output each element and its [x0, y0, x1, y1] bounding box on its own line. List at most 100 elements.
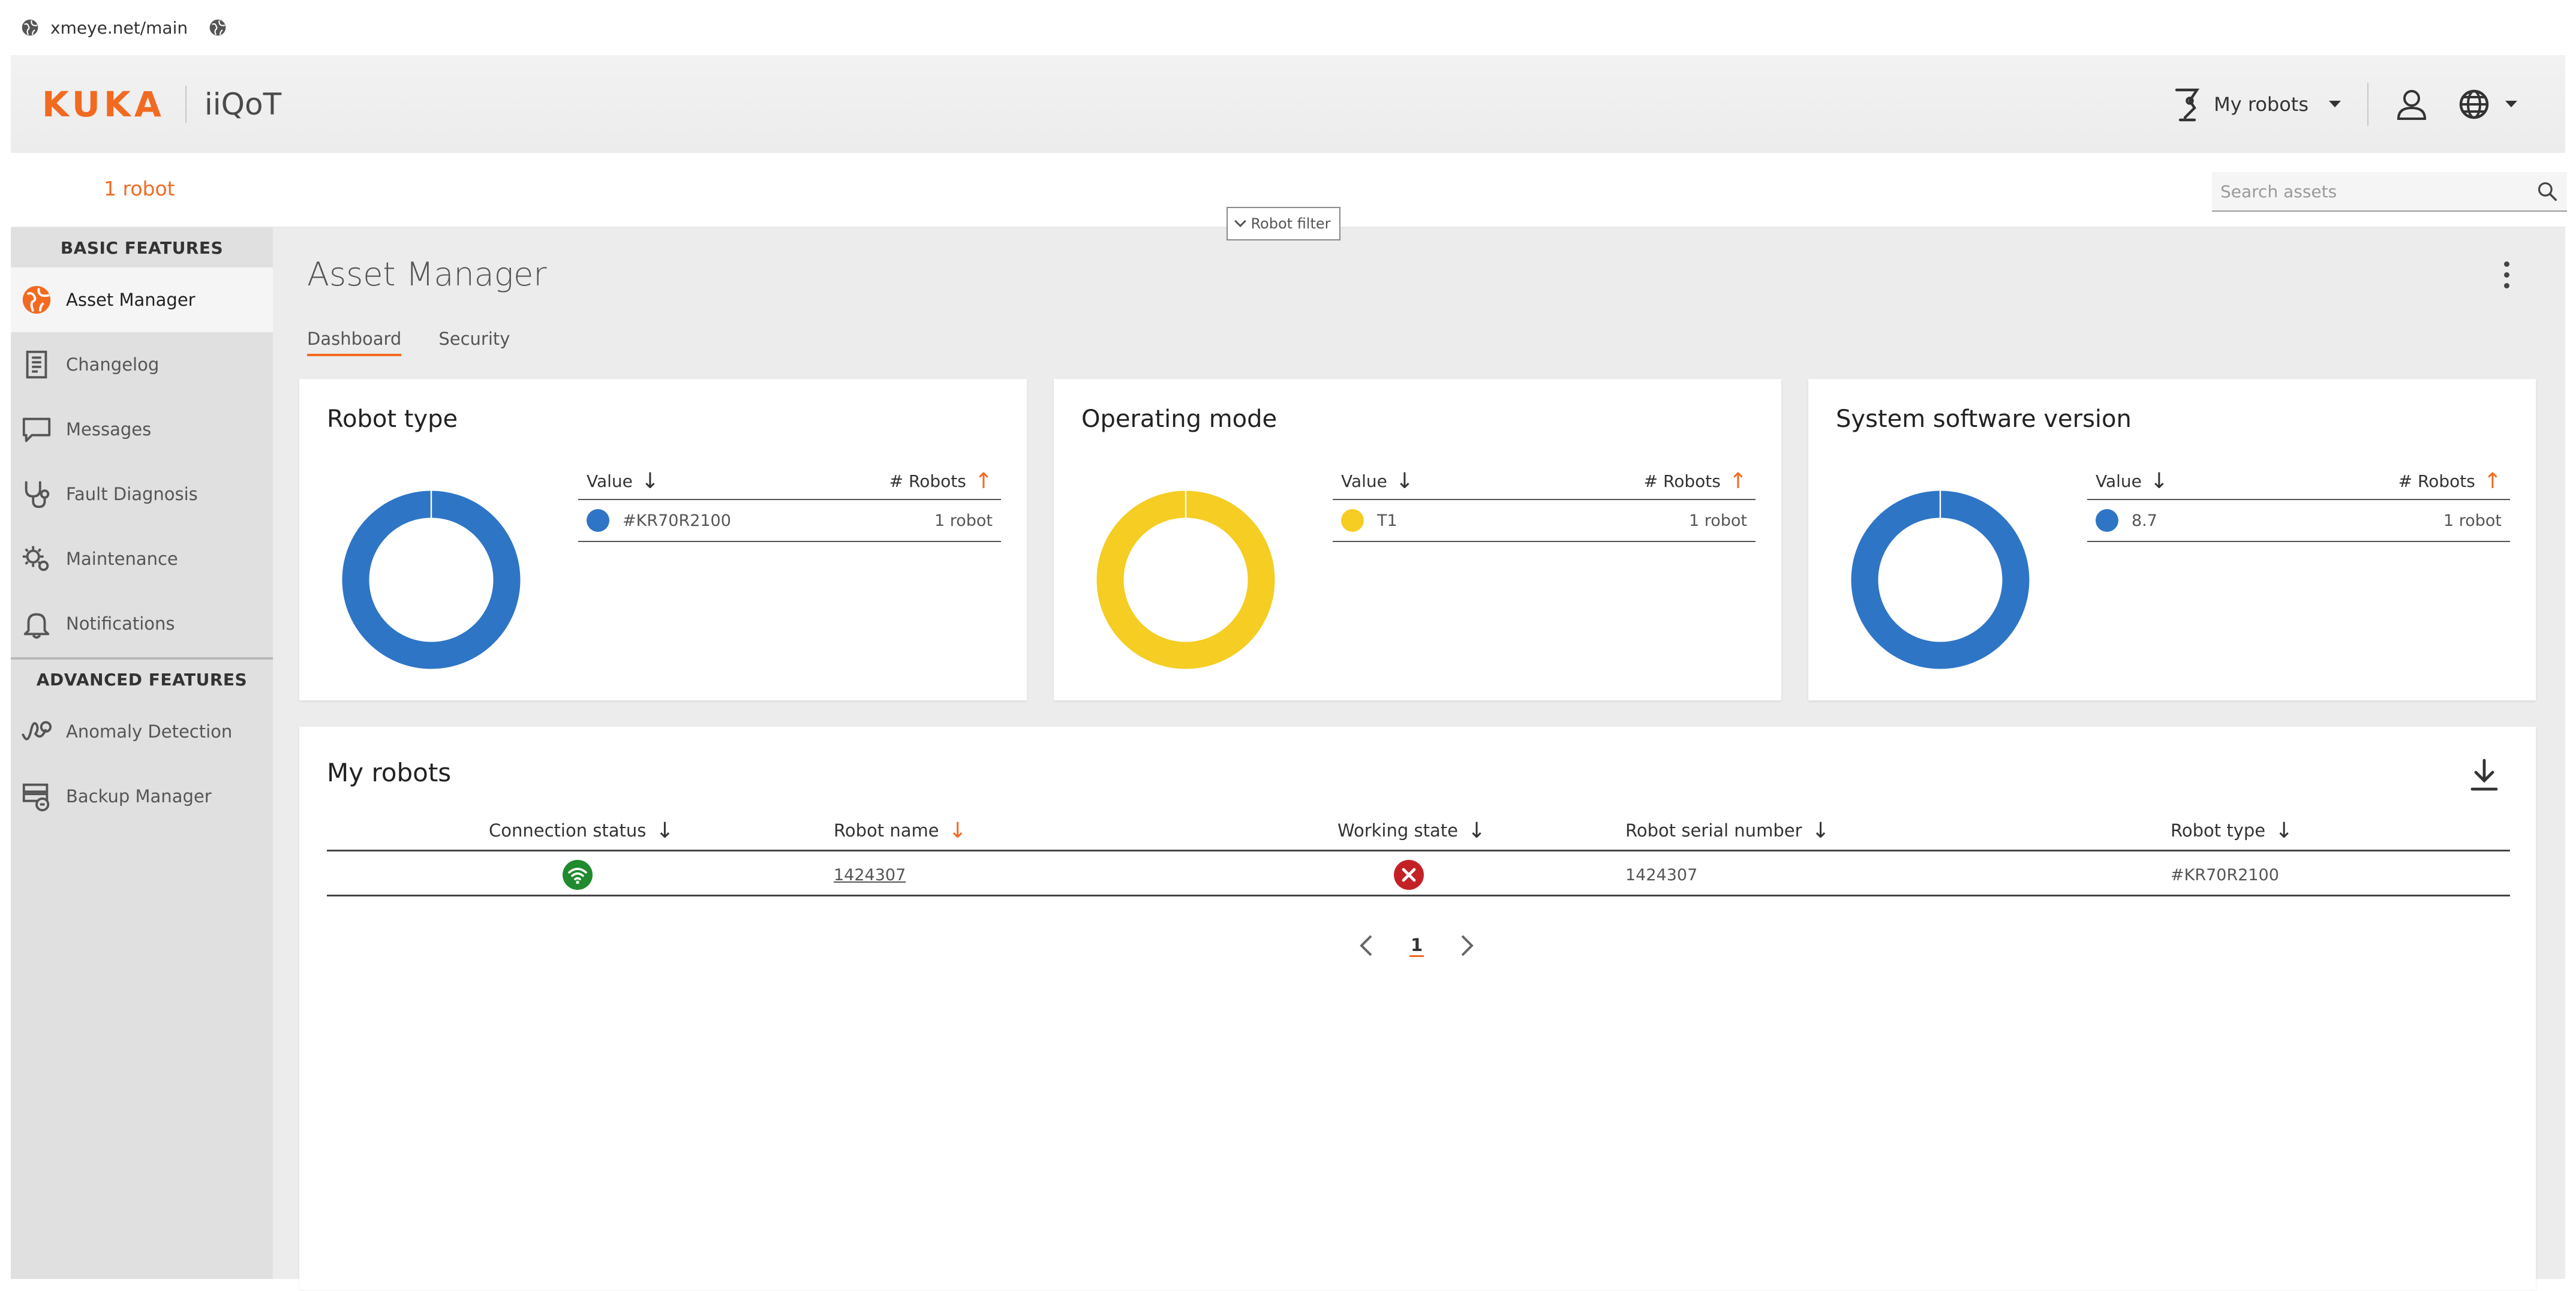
table-row[interactable]: 1424307 1424307 #KR70R2100 [327, 853, 2510, 896]
sort-up-icon: ↑ [1729, 468, 1747, 493]
language-globe-icon [2459, 89, 2489, 119]
sidebar-item-label: Anomaly Detection [66, 721, 233, 742]
sidebar-item-anomaly-detection[interactable]: Anomaly Detection [11, 699, 273, 764]
row-value: #KR70R2100 [623, 511, 731, 530]
app-header: KUKA iiQoT My robots [11, 55, 2565, 153]
my-robots-card: My robots Connection status ↓ Robot name ↓… [299, 727, 2536, 1290]
operating-mode-card: Operating mode Value ↓ # Robots ↑ T1 1 rob… [1054, 379, 1781, 700]
robot-type-cell: #KR70R2100 [2171, 865, 2279, 884]
document-icon [26, 350, 47, 379]
robots-column-header[interactable]: # Robots ↑ [889, 469, 993, 493]
product-name: iiQoT [204, 86, 282, 122]
sort-up-icon: ↑ [974, 468, 993, 493]
table-row[interactable]: 8.7 1 robot [2087, 500, 2510, 542]
error-x-icon [1394, 860, 1424, 890]
chevron-right-icon[interactable] [1459, 934, 1475, 958]
chevron-down-icon [1234, 215, 1247, 227]
sidebar-item-label: Messages [66, 419, 152, 440]
value-column-header[interactable]: Value ↓ [1341, 469, 1414, 493]
robot-arm-icon [2175, 88, 2200, 121]
search-icon[interactable] [2536, 180, 2559, 203]
browser-url-bar[interactable]: xmeye.net/main [0, 0, 2576, 55]
table-header: Value ↓ # Robots ↑ [1333, 463, 1756, 500]
sidebar-item-fault-diagnosis[interactable]: Fault Diagnosis [11, 462, 273, 526]
value-column-header[interactable]: Value ↓ [2096, 469, 2168, 493]
sidebar-item-label: Changelog [66, 354, 160, 375]
column-robot-type[interactable]: Robot type ↓ [2171, 809, 2293, 851]
tab-bar: Dashboard Security [307, 329, 510, 356]
robots-column-header[interactable]: # Robots ↑ [2398, 469, 2502, 493]
column-label: Robot type [2171, 820, 2266, 841]
sidebar-item-label: Notifications [66, 613, 175, 634]
robots-column-header[interactable]: # Robots ↑ [1644, 469, 1747, 493]
chevron-left-icon[interactable] [1358, 934, 1375, 958]
sidebar-item-backup-manager[interactable]: Backup Manager [11, 764, 273, 829]
language-dropdown[interactable] [2457, 88, 2517, 121]
robots-table-header: Connection status ↓ Robot name ↓ Working s… [327, 809, 2510, 851]
robot-count[interactable]: 1 robot [104, 177, 175, 200]
pagination: 1 [1358, 934, 1475, 958]
robot-type-card: Robot type Value ↓ # Robots ↑ #KR70R2100 1… [299, 379, 1027, 700]
robot-filter-toggle[interactable]: Robot filter [1227, 207, 1340, 240]
sidebar-item-changelog[interactable]: Changelog [11, 332, 273, 397]
column-working-state[interactable]: Working state ↓ [1337, 809, 1486, 851]
anomaly-icon [22, 721, 52, 741]
column-label: Value [587, 471, 633, 491]
sidebar-item-label: Backup Manager [66, 786, 212, 807]
card-title: System software version [1836, 405, 2132, 433]
page-number[interactable]: 1 [1409, 935, 1424, 957]
software-version-donut[interactable] [1850, 490, 2030, 670]
sidebar-item-asset-manager[interactable]: Asset Manager [11, 267, 273, 332]
sidebar-item-notifications[interactable]: Notifications [11, 591, 273, 656]
sort-down-icon: ↓ [1467, 818, 1486, 843]
download-icon[interactable] [2469, 757, 2500, 793]
operating-mode-donut[interactable] [1096, 490, 1276, 670]
sidebar-item-maintenance[interactable]: Maintenance [11, 526, 273, 591]
column-label: Connection status [489, 820, 647, 841]
robot-type-donut[interactable] [341, 490, 521, 670]
tab-security[interactable]: Security [438, 329, 510, 349]
main-content: Asset Manager Dashboard Security Robot t… [273, 228, 2565, 1290]
bell-icon [23, 613, 50, 639]
sort-down-icon: ↓ [656, 818, 674, 843]
column-robot-name[interactable]: Robot name ↓ [834, 809, 967, 851]
advanced-features-heading: ADVANCED FEATURES [36, 669, 248, 690]
column-label: # Robots [889, 471, 966, 491]
column-label: Robot name [834, 820, 939, 841]
search-assets-input[interactable]: Search assets [2212, 172, 2567, 212]
operating-mode-table: Value ↓ # Robots ↑ T1 1 robot [1333, 463, 1756, 542]
sort-down-icon: ↓ [1395, 468, 1414, 493]
row-count: 1 robot [934, 511, 993, 530]
wifi-connected-icon [563, 860, 593, 890]
sort-down-icon: ↓ [2275, 818, 2294, 843]
robot-name-link[interactable]: 1424307 [834, 865, 906, 884]
row-count: 1 robot [2443, 511, 2502, 530]
column-serial-number[interactable]: Robot serial number ↓ [1625, 809, 1830, 851]
globe-icon[interactable] [208, 18, 227, 37]
column-connection-status[interactable]: Connection status ↓ [489, 809, 674, 851]
more-options-icon[interactable] [2504, 261, 2511, 288]
card-title: Robot type [327, 405, 458, 433]
user-icon[interactable] [2395, 88, 2428, 121]
card-title: Operating mode [1081, 405, 1278, 433]
legend-dot [2096, 509, 2118, 532]
sort-up-icon: ↑ [2483, 468, 2502, 493]
kuka-logo[interactable]: KUKA [42, 83, 165, 125]
stethoscope-icon [25, 481, 50, 508]
header-divider [2367, 82, 2368, 126]
sidebar-item-label: Fault Diagnosis [66, 484, 198, 504]
card-title: My robots [327, 758, 452, 787]
sidebar-item-label: Asset Manager [66, 290, 196, 310]
tab-dashboard[interactable]: Dashboard [307, 329, 402, 356]
row-count: 1 robot [1688, 511, 1747, 530]
sidebar-item-messages[interactable]: Messages [11, 397, 273, 462]
search-placeholder: Search assets [2220, 181, 2337, 201]
table-header: Value ↓ # Robots ↑ [578, 463, 1001, 500]
my-robots-dropdown[interactable]: My robots [2173, 86, 2341, 122]
value-column-header[interactable]: Value ↓ [587, 469, 659, 493]
basic-features-heading: BASIC FEATURES [60, 237, 224, 258]
table-row[interactable]: #KR70R2100 1 robot [578, 500, 1001, 542]
column-label: # Robots [2398, 471, 2475, 491]
page-title: Asset Manager [307, 255, 547, 293]
table-row[interactable]: T1 1 robot [1333, 500, 1756, 542]
